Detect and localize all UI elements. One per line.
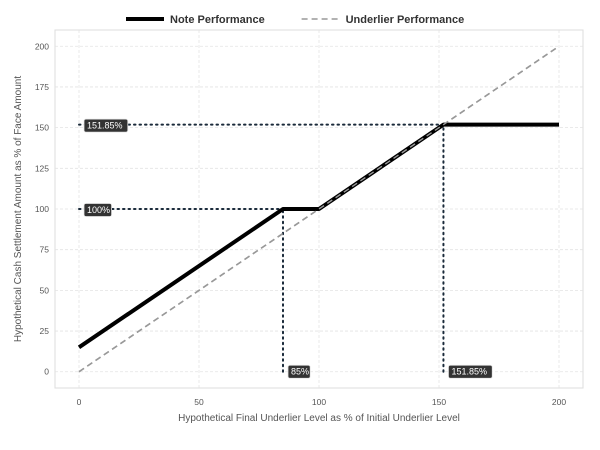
annotation-guides	[78, 123, 445, 373]
x-tick-label: 0	[77, 397, 82, 407]
legend-item-underlier: Underlier Performance	[301, 14, 465, 26]
y-tick-label: 75	[40, 245, 50, 255]
y-tick-label: 50	[40, 285, 50, 295]
legend: Note Performance Underlier Performance	[126, 14, 464, 26]
annotation-label-text: 151.85%	[451, 367, 487, 377]
x-tick-label: 200	[552, 397, 566, 407]
annotation-label-text: 100%	[87, 205, 110, 215]
annotation-label: 100%	[83, 203, 113, 217]
x-tick-label: 150	[432, 397, 446, 407]
y-tick-label: 200	[35, 41, 49, 51]
y-tick-label: 25	[40, 326, 50, 336]
note-performance-line	[77, 122, 559, 349]
annotation-label-text: 85%	[291, 367, 309, 377]
annotation-label-box	[83, 118, 129, 133]
grid-lines	[55, 30, 583, 388]
y-tick-label: 100	[35, 204, 49, 214]
annotation-label-text: 151.85%	[87, 121, 123, 131]
annotation-label: 151.85%	[448, 364, 493, 379]
x-tick-label: 50	[194, 397, 204, 407]
annotation-label: 151.85%	[83, 118, 129, 133]
y-tick-label: 150	[35, 123, 49, 133]
annotation-label-box	[448, 364, 493, 379]
underlier-performance-line-overlay	[78, 45, 560, 373]
annotation-label: 85%	[287, 364, 311, 379]
y-tick-label: 0	[44, 367, 49, 377]
x-axis-title: Hypothetical Final Underlier Level as % …	[178, 413, 460, 424]
y-tick-label: 125	[35, 163, 49, 173]
legend-label: Underlier Performance	[346, 14, 465, 26]
legend-item-note: Note Performance	[126, 14, 265, 26]
y-tick-label: 175	[35, 82, 49, 92]
series-layer	[77, 45, 560, 373]
annotation-label-box	[83, 203, 113, 217]
annotation-label-box	[287, 364, 311, 379]
annotation-layer: 151.85% 100% 85% 151.85%	[83, 118, 493, 379]
axis-ticks: 0 50 100 150 200 0 25 50 75 100 125 150 175 200	[35, 41, 567, 407]
x-tick-label: 100	[312, 397, 326, 407]
y-axis-title: Hypothetical Cash Settlement Amount as %…	[13, 76, 24, 342]
legend-label: Note Performance	[170, 14, 265, 26]
